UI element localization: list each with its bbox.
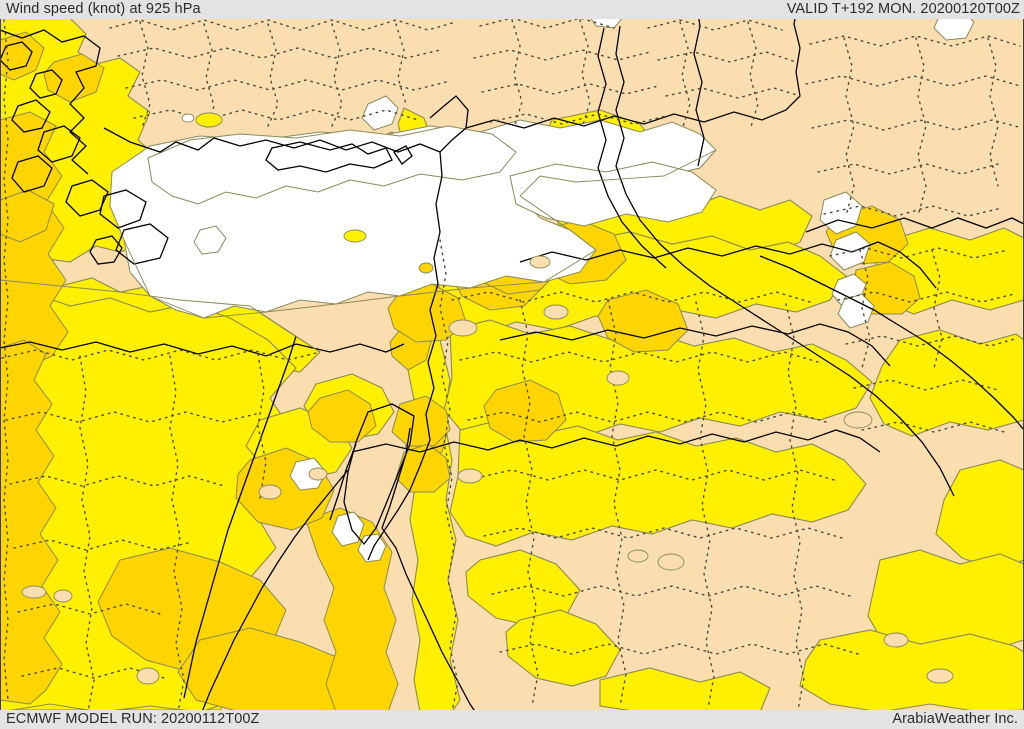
contour-outlines [0,149,717,353]
page-title: Wind speed (knot) at 925 hPa [6,1,201,17]
valid-time-label: VALID T+192 MON. 20200120T00Z [786,1,1020,17]
contour-band-white [109,1,975,563]
contour-band-gold [0,31,921,713]
header-bar [0,0,1024,19]
map-spot-features [21,112,954,685]
model-run-label: ECMWF MODEL RUN: 20200112T00Z [6,711,260,727]
brand-label: ArabiaWeather Inc. [892,711,1018,727]
footer-bar [0,710,1024,729]
